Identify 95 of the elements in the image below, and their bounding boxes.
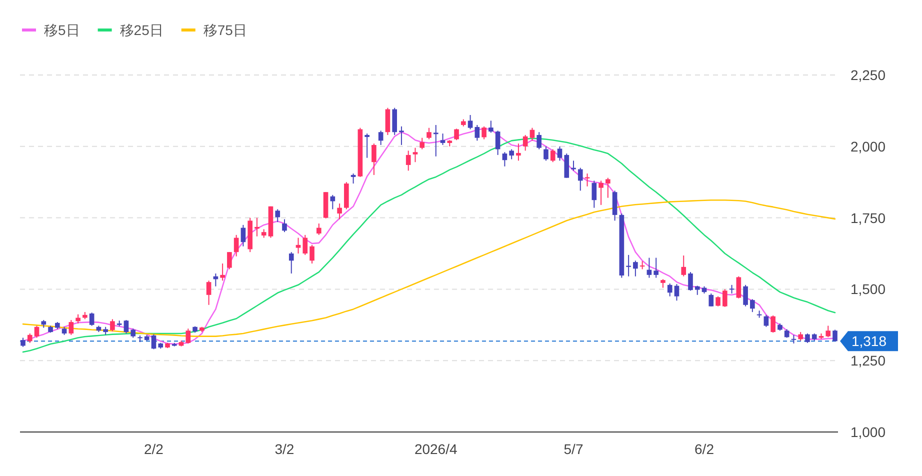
y-tick-label: 1,750 [850, 210, 886, 226]
candlestick [756, 310, 762, 318]
candlestick [488, 120, 494, 134]
candlestick [736, 276, 742, 299]
candlestick [564, 153, 570, 178]
candlestick [350, 173, 356, 184]
x-tick-label: 5/7 [564, 441, 584, 457]
candlestick [254, 217, 260, 237]
candlestick [310, 244, 314, 264]
candlestick [708, 292, 714, 307]
candlestick [240, 224, 246, 247]
candlestick [468, 114, 473, 130]
candlestick [296, 237, 301, 254]
candlestick [227, 252, 232, 270]
candlestick [20, 337, 26, 348]
candlestick [206, 280, 212, 306]
candlestick [474, 124, 480, 142]
candlestick [716, 296, 720, 307]
candlestick [516, 143, 521, 162]
candlestick [406, 150, 411, 172]
y-tick-label: 1,500 [850, 281, 886, 298]
candlestick [805, 332, 810, 344]
candlestick [68, 320, 74, 336]
candlestick [654, 257, 658, 278]
candlestick [557, 146, 562, 162]
candlestick [385, 107, 390, 136]
candlestick [220, 262, 225, 282]
candlestick [151, 334, 156, 350]
candlestick [674, 284, 680, 302]
candlestick [282, 218, 287, 233]
candlestick [130, 328, 136, 338]
candlestick [288, 252, 294, 274]
y-tick-label: 1,000 [850, 424, 886, 440]
candlestick [34, 325, 40, 338]
candlestick [482, 126, 486, 140]
candlestick [544, 146, 548, 162]
candlestick [606, 177, 610, 198]
candlestick [275, 208, 280, 223]
candlestick [302, 234, 308, 256]
y-tick-label: 1,250 [850, 352, 886, 369]
x-tick-label: 2/2 [144, 441, 164, 457]
x-tick-label: 2026/4 [414, 441, 458, 457]
candlestick [612, 190, 618, 222]
candlestick [770, 314, 776, 334]
candlestick [578, 167, 583, 192]
candlestick [598, 180, 604, 206]
candlestick [378, 130, 384, 146]
candlestick [502, 152, 508, 167]
candlestick [764, 314, 769, 328]
candlestick [646, 257, 652, 278]
candlestick [364, 133, 370, 158]
candlestick [110, 318, 115, 332]
candlestick [536, 132, 542, 150]
ref-line-label: 1,318 [851, 333, 887, 350]
candlestick [694, 285, 700, 296]
candlestick [76, 314, 80, 324]
candlestick [372, 143, 376, 176]
candlestick [392, 107, 397, 136]
legend-label: 移25日 [120, 22, 164, 38]
y-tick-label: 2,000 [850, 138, 886, 154]
x-tick-label: 3/2 [274, 441, 294, 457]
candlestick [530, 127, 535, 142]
candlestick [626, 254, 631, 277]
candlestick [420, 137, 425, 150]
candlestick [399, 126, 404, 146]
candlestick [412, 147, 418, 163]
legend-label: 移75日 [203, 22, 247, 38]
candlestick [234, 234, 239, 257]
candlestick [124, 320, 129, 334]
candlestick [550, 148, 556, 163]
candlestick [750, 298, 755, 313]
candlestick [592, 180, 597, 208]
candlestick [667, 282, 672, 297]
candlestick [722, 288, 728, 308]
candlestick [633, 260, 638, 277]
candlestick [584, 173, 590, 187]
x-tick-label: 6/2 [694, 441, 714, 457]
candlestick [337, 203, 342, 220]
candlestick [826, 325, 831, 338]
candlestick [454, 128, 459, 141]
candlestick [743, 284, 748, 307]
legend-label: 移5日 [44, 22, 80, 38]
candlestick [440, 133, 446, 146]
candlestick [495, 130, 500, 156]
candlestick [522, 134, 528, 152]
candlestick [27, 332, 32, 344]
candlestick [316, 223, 322, 236]
candlestick [681, 255, 686, 277]
candlestick [89, 312, 94, 326]
candlestick [688, 272, 693, 292]
candlestick [509, 148, 514, 160]
candlestick [426, 127, 432, 140]
y-tick-label: 2,250 [850, 67, 886, 83]
candlestick [186, 328, 191, 344]
candlestick [433, 124, 438, 157]
